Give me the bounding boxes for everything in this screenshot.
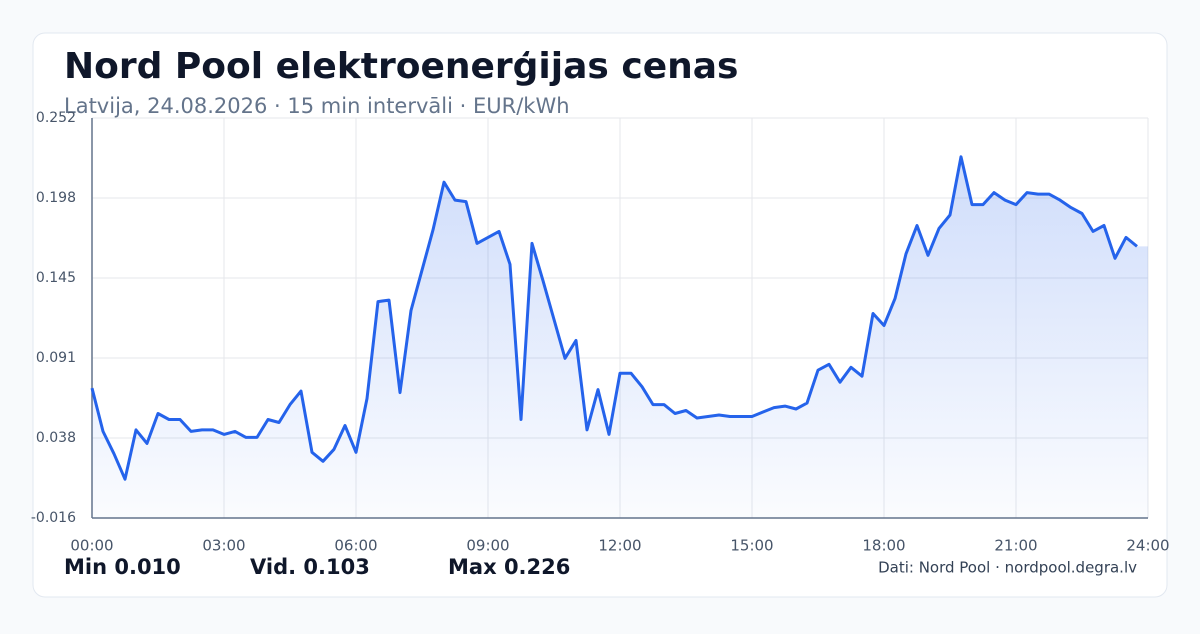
area xyxy=(92,156,1148,519)
x-tick-label: 06:00 xyxy=(334,537,377,555)
x-tick-label: 12:00 xyxy=(598,537,641,555)
y-tick-label: 0.038 xyxy=(36,430,76,446)
chart-subtitle: Latvija, 24.08.2026 · 15 min intervāli ·… xyxy=(64,94,570,118)
stat-name: Max xyxy=(448,555,497,579)
y-tick-label: -0.016 xyxy=(31,510,76,526)
x-tick-label: 03:00 xyxy=(202,537,245,555)
stat: Min 0.010 xyxy=(64,555,181,579)
stat-value: 0.103 xyxy=(303,555,369,579)
x-tick-label: 21:00 xyxy=(994,537,1037,555)
y-tick-label: 0.198 xyxy=(36,190,76,206)
chart-title: Nord Pool elektroenerģijas cenas xyxy=(64,46,738,87)
source: Dati: Nord Pool · nordpool.degra.lv xyxy=(878,559,1137,577)
y-tick-label: 0.091 xyxy=(36,350,76,366)
stat: Max 0.226 xyxy=(448,555,570,579)
stat-name: Vid. xyxy=(250,555,296,579)
x-tick-label: 18:00 xyxy=(862,537,905,555)
x-tick-label: 15:00 xyxy=(730,537,773,555)
x-tick-label: 09:00 xyxy=(466,537,509,555)
stat-value: 0.226 xyxy=(504,555,570,579)
x-tick-label: 24:00 xyxy=(1126,537,1169,555)
stat: Vid. 0.103 xyxy=(250,555,370,579)
stat-name: Min xyxy=(64,555,107,579)
stat-value: 0.010 xyxy=(114,555,180,579)
y-tick-label: 0.252 xyxy=(36,110,76,126)
x-tick-label: 00:00 xyxy=(70,537,113,555)
line xyxy=(90,155,1138,481)
y-tick-label: 0.145 xyxy=(36,270,76,286)
